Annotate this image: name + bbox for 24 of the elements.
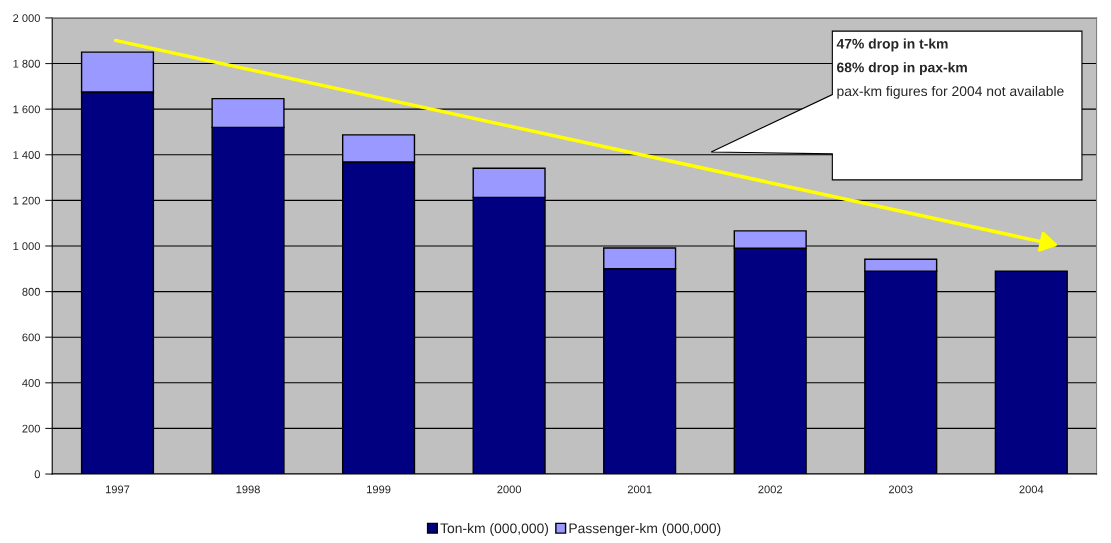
y-tick-label: 2 000 <box>13 14 40 23</box>
y-tick-label: 1 400 <box>13 151 40 159</box>
y-tick-label: 400 <box>22 379 40 387</box>
x-tick-label: 2001 <box>627 485 652 494</box>
y-tick-label: 1 200 <box>13 196 40 205</box>
x-tick-label: 1998 <box>236 485 260 494</box>
y-tick-label: 1 800 <box>13 59 40 68</box>
y-tick-label: 200 <box>22 424 40 433</box>
y-tick-label: 1 000 <box>13 242 40 251</box>
annotation: 47% drop in t-km <box>836 38 948 52</box>
x-tick-label: 1999 <box>367 485 391 494</box>
legend-label: Ton-km (000,000) <box>440 523 549 536</box>
y-tick-label: 0 <box>34 470 40 479</box>
x-tick-label: 2003 <box>888 485 913 494</box>
annotation: pax-km figures for 2004 not available <box>837 85 1064 99</box>
legend-label: Passenger-km (000,000) <box>569 523 721 536</box>
y-tick-label: 800 <box>22 287 40 296</box>
annotation: 68% drop in pax-km <box>837 62 967 76</box>
x-tick-label: 1997 <box>105 485 130 494</box>
y-tick-label: 1 600 <box>13 105 40 114</box>
x-tick-label: 2002 <box>758 485 782 494</box>
y-tick-label: 600 <box>22 333 40 342</box>
x-tick-label: 2000 <box>497 485 522 494</box>
x-tick-label: 2004 <box>1019 485 1044 494</box>
